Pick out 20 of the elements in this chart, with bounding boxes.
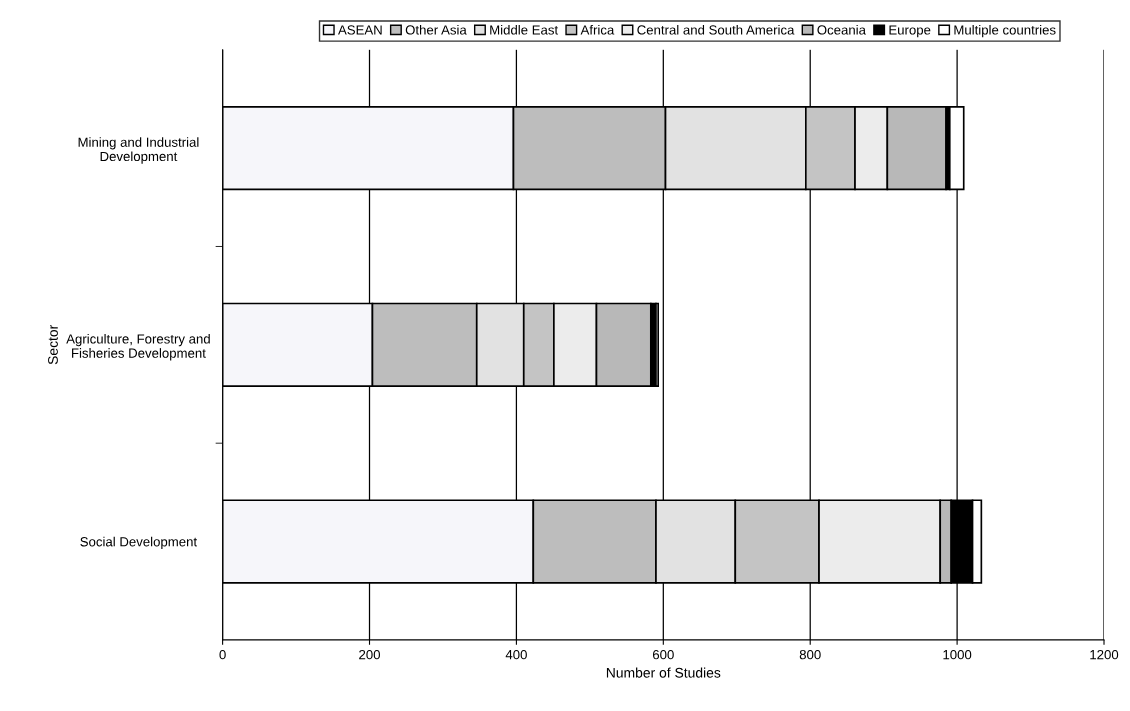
legend-label: Central and South America [637,24,795,35]
y-tick-label: Agriculture, Forestry and Fisheries Development [66,333,210,361]
x-tick-label: 400 [505,649,527,660]
legend-label: Europe [889,25,931,38]
legend-label: Africa [580,24,615,35]
y-tick-label: Social Development [80,536,197,550]
legend-label: ASEAN [338,25,382,35]
legend-label: Other Asia [405,24,467,35]
legend-label: Multiple countries [954,24,1056,38]
legend-label: Middle East [490,24,559,35]
y-axis-title: Sector [48,324,58,365]
x-tick-label: 0 [219,649,226,660]
y-tick-label: Mining and Industrial Development [78,137,199,164]
x-tick-label: 1000 [943,649,972,660]
x-axis-title: Number of Studies [606,667,721,678]
x-tick-label: 1200 [1090,649,1119,660]
x-tick-label: 600 [652,649,674,660]
legend-label: Oceania [817,24,866,35]
x-tick-label: 200 [359,649,380,660]
x-tick-label: 800 [799,649,821,660]
